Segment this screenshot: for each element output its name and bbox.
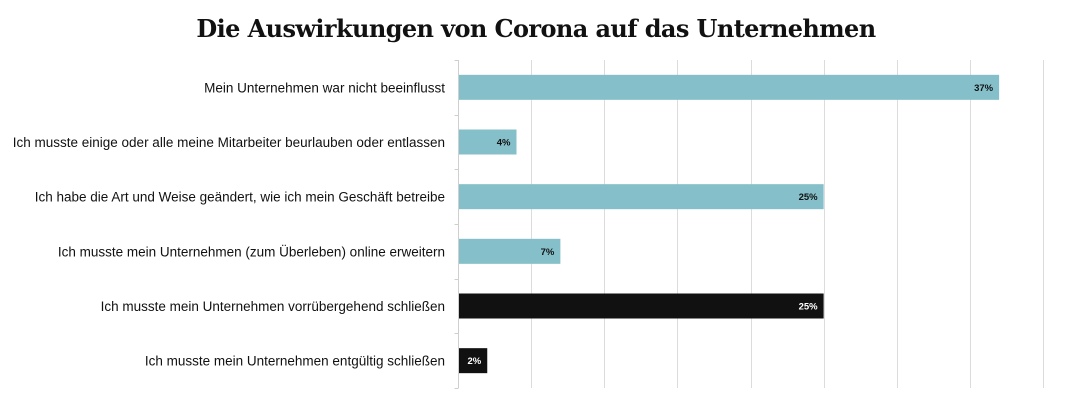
category-label: Ich musste mein Unternehmen entgültig sc… bbox=[145, 354, 445, 369]
bar bbox=[459, 238, 561, 264]
bars: 37% 4% 25% 7% 25% 2% bbox=[459, 74, 1000, 374]
category-labels: Mein Unternehmen war nicht beeinflusst Ic… bbox=[13, 80, 446, 368]
value-label: 25% bbox=[799, 302, 819, 313]
value-label: 25% bbox=[799, 192, 819, 203]
value-label: 4% bbox=[497, 138, 511, 149]
category-label: Ich musste mein Unternehmen (zum Überleb… bbox=[58, 244, 445, 259]
gridlines bbox=[531, 60, 1044, 388]
value-label: 37% bbox=[974, 83, 994, 94]
category-label: Ich musste mein Unternehmen vorrübergehe… bbox=[101, 299, 445, 314]
category-label: Ich musste einige oder alle meine Mitarb… bbox=[13, 135, 445, 150]
y-axis bbox=[454, 60, 459, 389]
bar bbox=[459, 184, 824, 210]
bar bbox=[459, 129, 517, 155]
category-label: Ich habe die Art und Weise geändert, wie… bbox=[35, 190, 445, 205]
category-label: Mein Unternehmen war nicht beeinflusst bbox=[204, 80, 445, 95]
value-label: 7% bbox=[541, 247, 555, 258]
bar bbox=[459, 74, 1000, 100]
value-label: 2% bbox=[468, 356, 482, 367]
bar bbox=[459, 348, 488, 374]
bar bbox=[459, 293, 824, 319]
chart-title: Die Auswirkungen von Corona auf das Unte… bbox=[196, 14, 876, 43]
